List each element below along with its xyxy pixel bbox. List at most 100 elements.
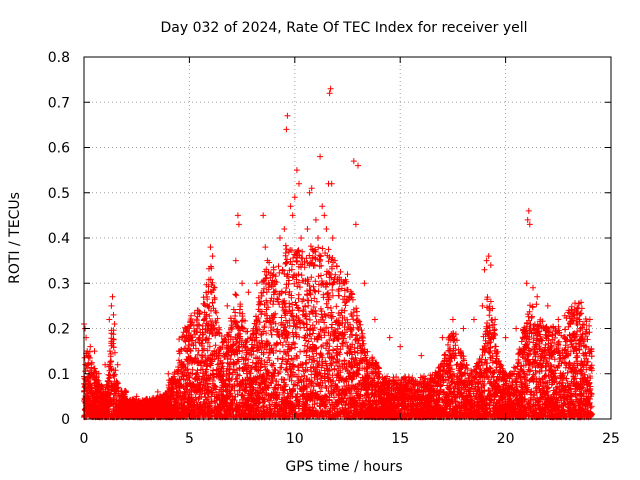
data-point (479, 302, 486, 309)
data-point (513, 325, 520, 332)
x-tick-label: 15 (391, 431, 409, 447)
data-point (418, 352, 425, 359)
data-point (371, 316, 378, 323)
data-point (234, 212, 241, 219)
data-point (530, 284, 536, 291)
data-point (232, 257, 239, 264)
data-point (91, 348, 98, 355)
data-point (239, 280, 246, 287)
data-point (207, 244, 214, 251)
data-point (350, 158, 357, 165)
y-tick-label: 0 (61, 412, 70, 428)
data-point (502, 334, 509, 341)
data-point (111, 321, 118, 327)
data-point (201, 316, 208, 323)
data-point (525, 207, 532, 214)
data-point (192, 339, 199, 346)
y-tick-label: 0.6 (48, 141, 70, 157)
data-point (100, 384, 106, 391)
data-point (165, 370, 172, 377)
data-point (209, 253, 216, 260)
data-point (306, 189, 313, 196)
data-point (492, 316, 499, 323)
data-point (329, 235, 336, 241)
data-point (485, 253, 492, 260)
data-point (326, 90, 333, 97)
data-point (523, 280, 530, 287)
data-point (262, 244, 269, 251)
data-point (586, 316, 593, 323)
data-point (471, 316, 477, 323)
data-point (296, 180, 302, 187)
y-tick-label: 0.3 (48, 276, 70, 292)
data-point (449, 316, 456, 323)
data-point (460, 325, 467, 332)
data-point (312, 216, 319, 223)
data-point (298, 235, 305, 241)
data-point (211, 284, 218, 291)
axis-ticks (83, 56, 612, 420)
data-point (133, 393, 140, 400)
data-point (264, 257, 271, 264)
data-point (224, 302, 231, 309)
data-point (355, 162, 361, 169)
y-tick-label: 0.5 (48, 186, 70, 202)
data-point (108, 302, 115, 309)
data-point (175, 348, 182, 355)
data-point (281, 226, 288, 232)
y-tick-label: 0.1 (48, 367, 70, 383)
data-point (534, 293, 541, 300)
data-point (106, 316, 113, 323)
data-point (317, 153, 324, 160)
x-tick-label: 25 (602, 431, 620, 447)
data-point (270, 266, 277, 273)
data-point (487, 262, 494, 269)
data-point (304, 226, 311, 232)
data-point (327, 85, 334, 92)
x-tick-label: 10 (286, 431, 304, 447)
data-point (321, 212, 328, 219)
data-point (110, 311, 117, 318)
data-point (123, 388, 130, 395)
y-tick-label: 0.2 (48, 322, 70, 338)
data-point (277, 235, 283, 241)
data-point (102, 361, 109, 368)
data-cloud-path (81, 242, 595, 421)
data-point (144, 397, 151, 404)
data-point (284, 112, 291, 119)
data-point (315, 235, 321, 241)
data-point (397, 343, 404, 350)
data-point (319, 203, 326, 210)
x-tick-labels: 0 5 10 15 20 25 (80, 431, 620, 447)
data-point (555, 316, 562, 323)
data-point (328, 180, 335, 187)
x-axis-label: GPS time / hours (285, 459, 402, 475)
data-point (308, 185, 315, 192)
data-point (109, 293, 116, 300)
data-point (154, 388, 161, 395)
y-axis-label: ROTI / TECUs (7, 192, 23, 284)
data-point (260, 212, 267, 219)
data-point (114, 361, 121, 368)
data-point (386, 334, 393, 341)
data-point (344, 271, 351, 278)
data-point (287, 203, 294, 210)
data-point (352, 221, 359, 228)
data-point (253, 280, 260, 287)
data-point (483, 257, 490, 264)
data-point (524, 216, 531, 223)
x-tick-label: 5 (185, 431, 194, 447)
y-tick-labels: 0 0.1 0.2 0.3 0.4 0.5 0.6 0.7 0.8 (48, 50, 70, 428)
data-point (84, 348, 91, 355)
data-point (293, 167, 300, 174)
y-tick-label: 0.8 (48, 50, 70, 66)
data-point (331, 257, 338, 264)
chart-title: Day 032 of 2024, Rate Of TEC Index for r… (160, 20, 527, 36)
y-tick-label: 0.4 (48, 231, 70, 247)
data-point (245, 289, 252, 296)
data-point (85, 361, 92, 368)
data-point (481, 266, 488, 273)
y-tick-label: 0.7 (48, 95, 70, 111)
data-point (283, 126, 290, 133)
